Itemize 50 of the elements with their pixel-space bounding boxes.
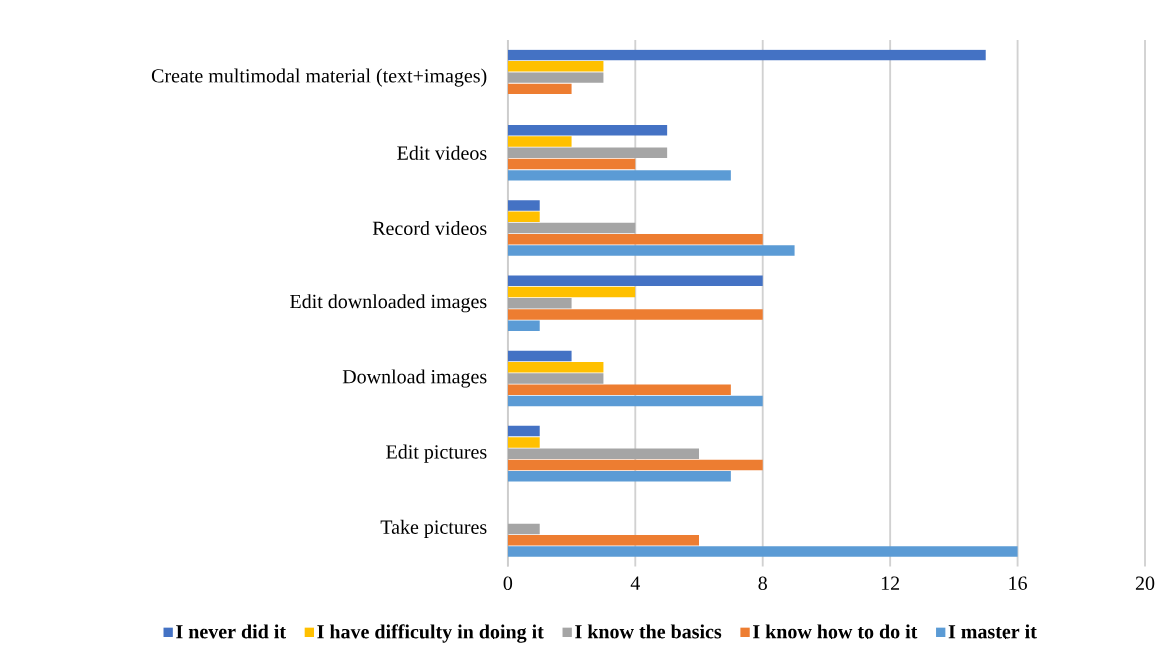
x-tick-label: 4 [630, 576, 640, 590]
y-tick-label: Create multimodal material (text+images) [151, 68, 487, 87]
bar [507, 136, 572, 147]
bar [507, 200, 540, 211]
bar [507, 309, 763, 320]
bar [507, 158, 636, 170]
x-tick-label: 12 [881, 576, 900, 590]
bar [507, 72, 604, 83]
bar [507, 286, 636, 298]
bar [507, 373, 604, 384]
legend-label: I have difficulty in doing it [317, 624, 544, 643]
bar [507, 211, 540, 222]
bar [507, 61, 604, 72]
bar [507, 534, 700, 546]
bar [507, 170, 731, 181]
x-tick-label: 8 [758, 576, 767, 590]
bar [507, 297, 572, 309]
bar [507, 147, 668, 158]
bar [507, 49, 986, 61]
bar [507, 459, 763, 471]
bar [507, 320, 540, 331]
y-tick-label: Download images [342, 369, 487, 388]
y-tick-label: Take pictures [380, 519, 487, 538]
bar [507, 350, 572, 362]
legend-label: I master it [948, 624, 1037, 639]
y-tick-label: Edit pictures [386, 444, 487, 463]
x-tick-label: 0 [503, 576, 513, 590]
bar [507, 83, 572, 95]
y-tick-label: Edit downloaded images [290, 294, 487, 313]
bar [507, 234, 763, 245]
bar [507, 384, 731, 395]
x-tick-label: 20 [1135, 576, 1155, 590]
y-tick-label: Edit videos [397, 145, 487, 160]
bar [507, 222, 636, 234]
legend-label: I know the basics [575, 624, 722, 639]
legend-label: I never did it [176, 624, 286, 639]
x-tick-label: 16 [1009, 576, 1027, 590]
bar [507, 124, 668, 136]
y-tick-label: Record videos [372, 220, 487, 235]
bar [507, 245, 795, 256]
bar [507, 395, 763, 407]
bar [507, 470, 731, 482]
bar [507, 523, 540, 535]
bar [507, 437, 540, 448]
legend-label: I know how to do it [753, 624, 918, 639]
bar [507, 425, 540, 437]
bar [507, 275, 763, 286]
bar [507, 546, 1018, 557]
bar [507, 448, 700, 459]
bar [507, 361, 604, 373]
